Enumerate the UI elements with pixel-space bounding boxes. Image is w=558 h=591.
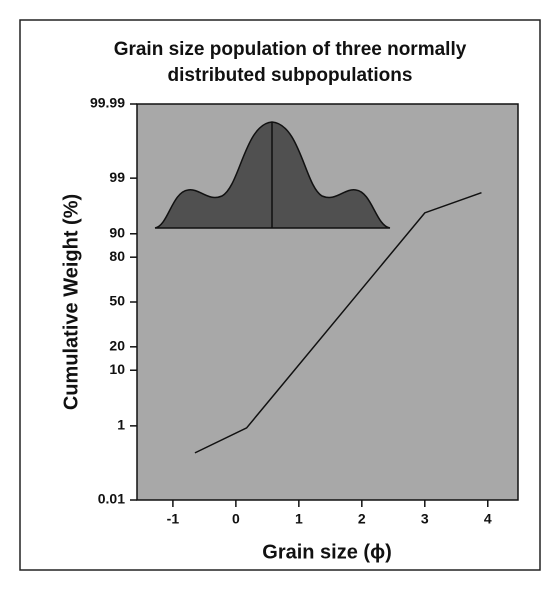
y-tick-label: 99.99 <box>90 95 125 111</box>
x-tick-label: 3 <box>421 511 429 527</box>
y-tick-label: 20 <box>109 338 125 354</box>
x-tick-label: 4 <box>484 511 492 527</box>
chart-title: distributed subpopulations <box>168 65 413 86</box>
x-tick-label: 2 <box>358 511 366 527</box>
data-line <box>194 191 482 454</box>
plot-area <box>136 103 519 501</box>
inset-distribution <box>154 121 391 229</box>
y-tick-label: 80 <box>109 248 125 264</box>
y-tick-label: 50 <box>109 293 125 309</box>
x-tick-label: 0 <box>232 511 240 527</box>
y-axis-label: Cumulative Weight (%) <box>60 194 82 410</box>
x-tick-label: -1 <box>167 511 180 527</box>
y-tick-label: 90 <box>109 224 125 240</box>
y-tick-label: 1 <box>117 417 125 433</box>
y-tick-label: 99 <box>109 169 125 185</box>
y-tick-label: 0.01 <box>98 491 125 507</box>
x-axis-label: Grain size (ϕ) <box>262 541 391 563</box>
chart-title: Grain size population of three normally <box>114 39 467 60</box>
frame <box>19 19 541 571</box>
x-tick-label: 1 <box>295 511 303 527</box>
y-tick-label: 10 <box>109 361 125 377</box>
